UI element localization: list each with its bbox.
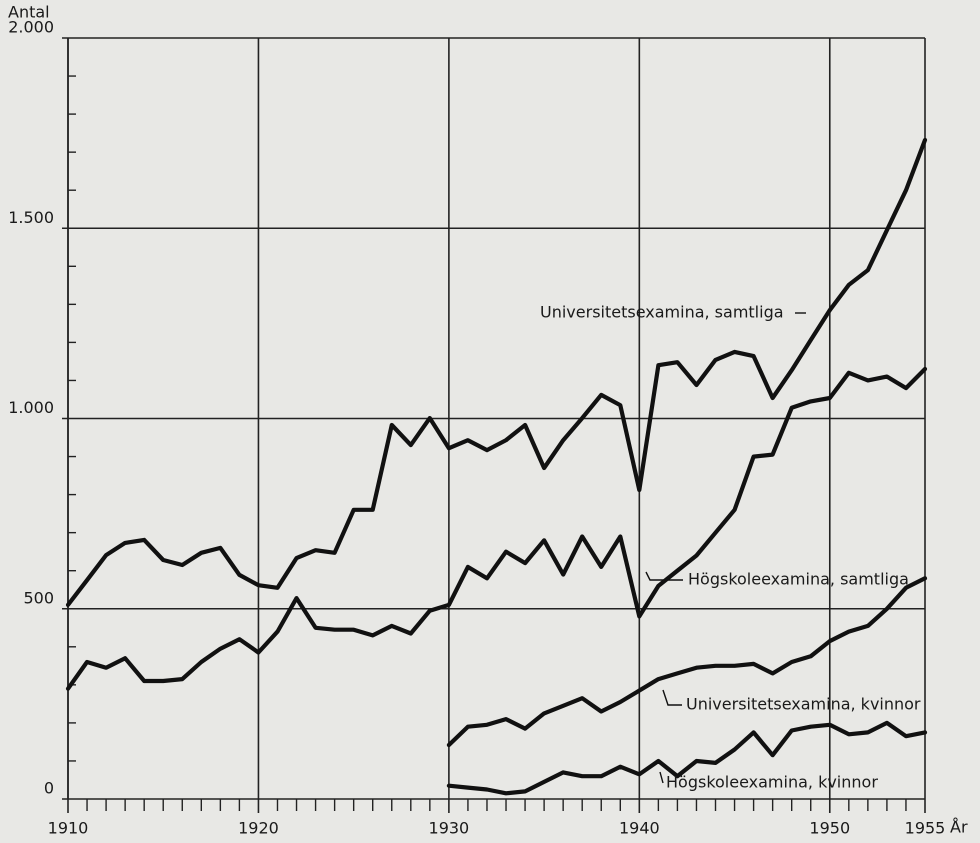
series-line [446,720,928,796]
series-label: Universitetsexamina, kvinnor [686,695,921,714]
y-tick-label: 2.000 [8,18,54,37]
series-line [446,576,928,748]
series-label: Högskoleexamina, kvinnor [666,773,878,792]
leader [662,689,682,706]
series-label: Universitetsexamina, samtliga [540,303,784,322]
y-tick-label: 1.500 [8,208,54,227]
x-tick-label: 1910 [48,819,89,838]
x-axis-label: År [950,818,968,837]
x-tick-label: 1940 [619,819,660,838]
x-tick-label: 1930 [429,819,470,838]
y-tick-label: 1.000 [8,398,54,417]
leader [659,771,664,784]
series-line [65,366,928,691]
y-tick-label: 500 [23,588,54,607]
series-line [65,137,928,607]
x-tick-label: 1950 [809,819,850,838]
x-tick-label: 1955 [905,819,946,838]
y-tick-label: 0 [44,779,54,798]
series-label: Högskoleexamina, samtliga [688,570,909,589]
y-axis-label: Antal [8,3,50,22]
x-tick-label: 1920 [238,819,279,838]
leader [645,571,683,581]
